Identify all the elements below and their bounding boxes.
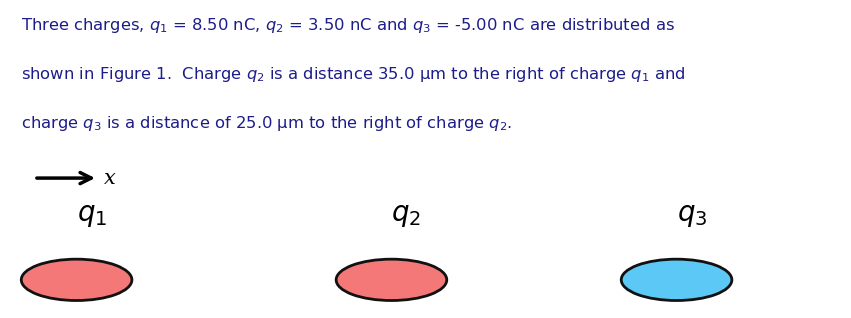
Ellipse shape [621, 259, 732, 301]
Text: shown in Figure 1.  Charge $q_2$ is a distance 35.0 μm to the right of charge $q: shown in Figure 1. Charge $q_2$ is a dis… [21, 65, 686, 84]
Text: $q_3$: $q_3$ [677, 202, 707, 229]
Text: Three charges, $q_1$ = 8.50 nC, $q_2$ = 3.50 nC and $q_3$ = -5.00 nC are distrib: Three charges, $q_1$ = 8.50 nC, $q_2$ = … [21, 16, 675, 35]
Text: x: x [104, 169, 116, 188]
Ellipse shape [336, 259, 447, 301]
Text: $q_2$: $q_2$ [391, 202, 421, 229]
Text: charge $q_3$ is a distance of 25.0 μm to the right of charge $q_2$.: charge $q_3$ is a distance of 25.0 μm to… [21, 114, 512, 134]
Ellipse shape [21, 259, 132, 301]
Text: $q_1$: $q_1$ [77, 202, 107, 229]
